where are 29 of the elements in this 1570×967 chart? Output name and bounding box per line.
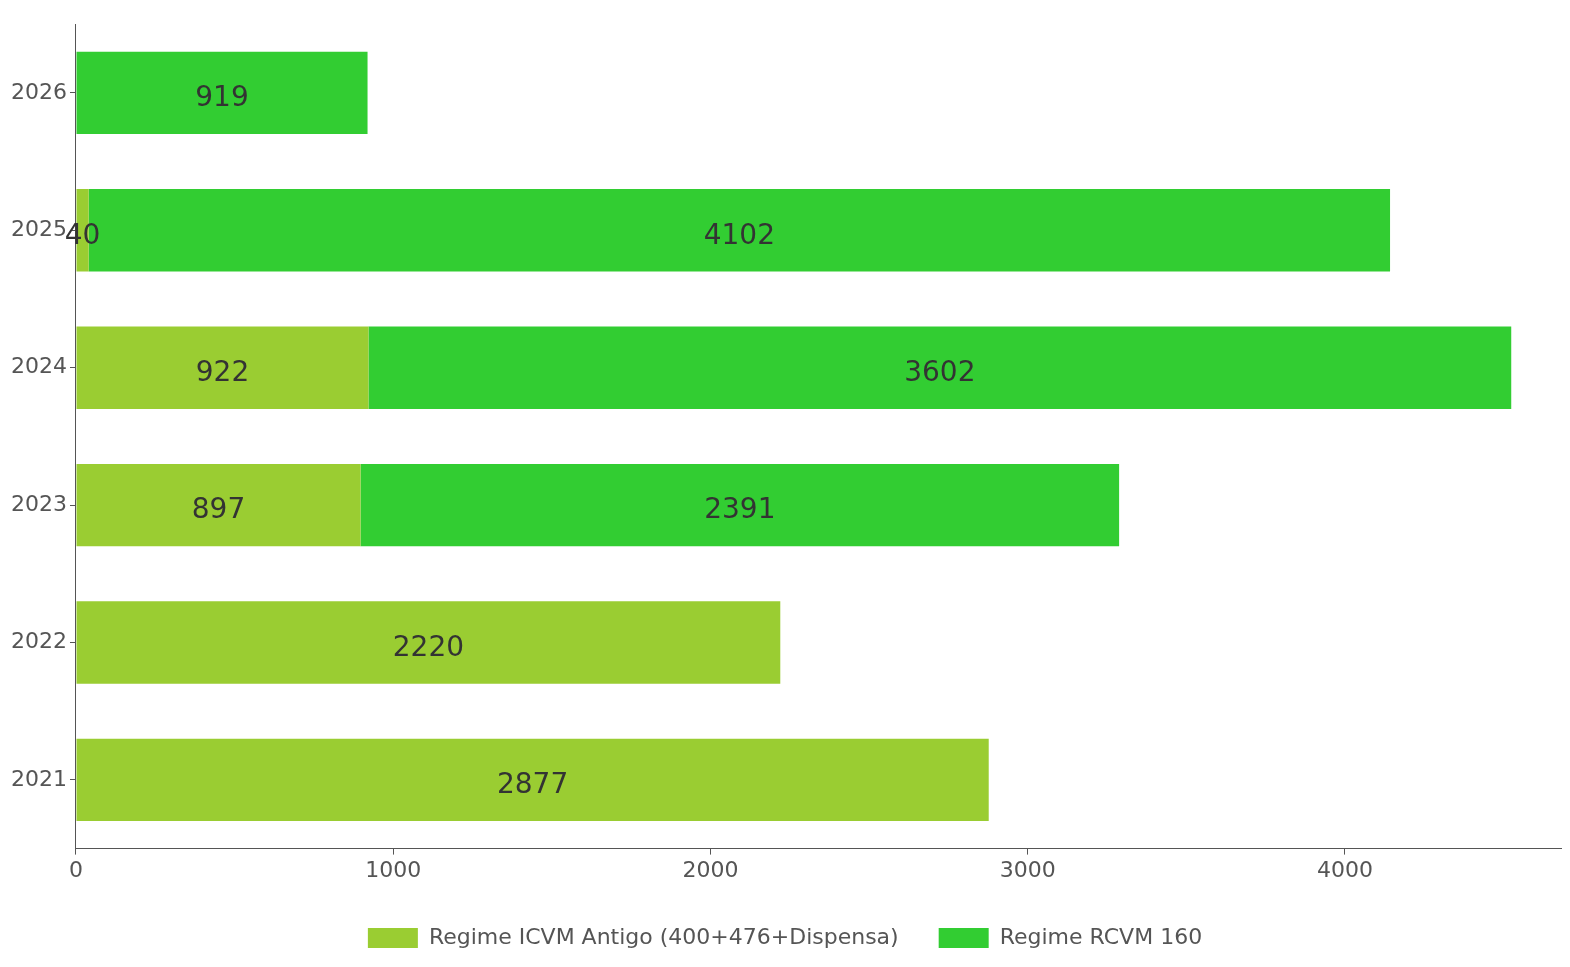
bar [76,51,368,135]
data-label: 40 [64,217,101,251]
legend-label: Regime RCVM 160 [999,923,1203,949]
legend-label: Regime ICVM Antigo (400+476+Dispensa) [428,923,899,949]
bar [76,463,361,547]
y-tick-label: 2023 [10,490,67,516]
y-tick-label: 2026 [10,78,67,104]
x-tick-label: 1000 [365,856,422,882]
data-label: 2877 [496,767,569,801]
data-label: 919 [195,80,249,114]
bar [360,463,1120,547]
bar [76,601,781,684]
bar [368,326,1512,409]
x-tick-label: 3000 [999,856,1056,882]
x-tick-label: 0 [68,856,83,882]
data-label: 897 [191,492,246,526]
y-tick-label: 2021 [10,765,67,791]
x-tick-label: 4000 [1317,856,1373,882]
data-label: 922 [195,354,250,388]
bar [76,738,989,822]
bar [76,326,369,409]
data-label: 2391 [704,492,776,526]
x-tick-label: 2000 [682,856,739,882]
y-tick-label: 2022 [10,628,67,654]
data-label: 4102 [703,217,775,251]
data-label: 2220 [392,629,465,663]
y-tick-label: 2025 [10,216,67,242]
y-tick-label: 2024 [10,353,67,379]
data-label: 3602 [904,354,976,388]
